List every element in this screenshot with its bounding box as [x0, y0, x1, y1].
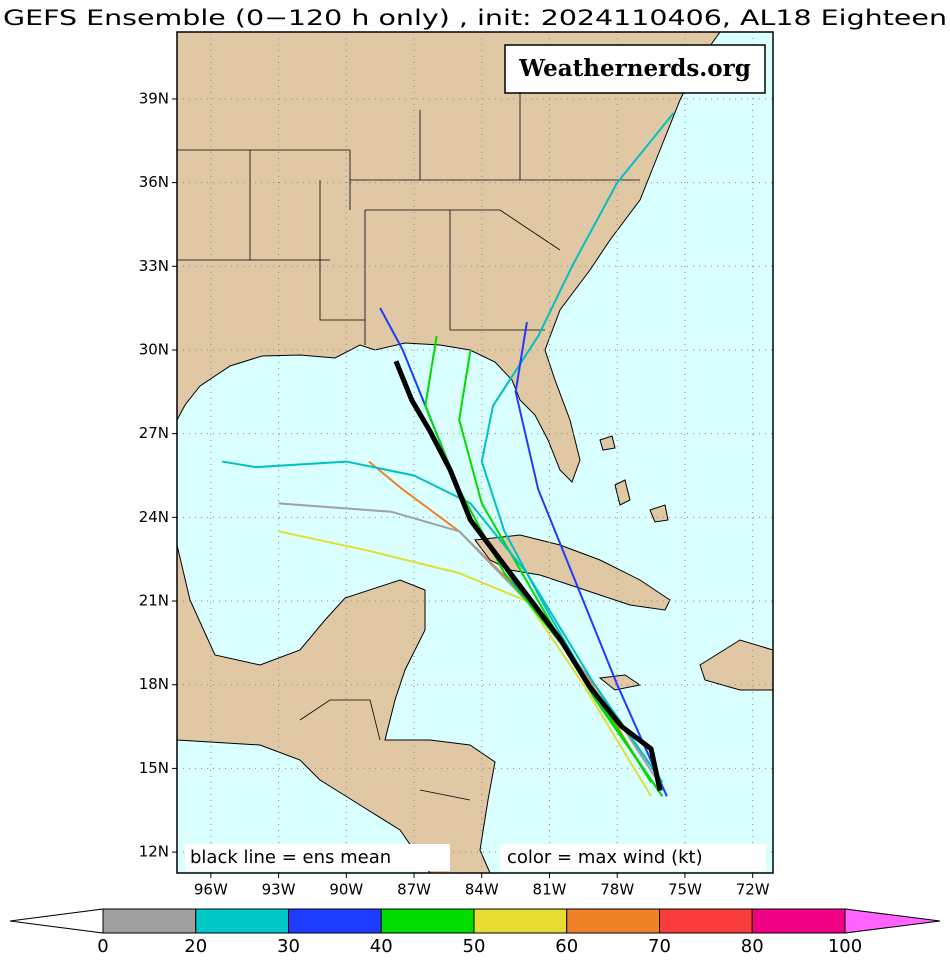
watermark: Weathernerds.org [518, 55, 751, 82]
colorbar-label: 20 [184, 936, 207, 957]
colorbar-label: 40 [370, 936, 393, 957]
x-tick-label: 84W [465, 881, 499, 899]
colorbar-segment [195, 908, 289, 934]
colorbar: 0 20 30 40 50 60 70 80 100 [9, 908, 941, 957]
y-tick-label: 36N [139, 173, 169, 191]
colorbar-segment [566, 908, 660, 934]
colorbar-segment [751, 908, 846, 934]
mean-track [393, 360, 663, 792]
member-track [514, 321, 668, 797]
map-frame [176, 31, 774, 874]
x-tick-label: 87W [397, 881, 431, 899]
x-tick-label: 72W [736, 881, 770, 899]
colorbar-segment [102, 908, 197, 934]
colorbar-segment [288, 908, 382, 934]
member-track [221, 460, 664, 783]
x-tick-label: 81W [533, 881, 567, 899]
bahamas [599, 435, 669, 523]
colorbar-segment [659, 908, 753, 934]
colorbar-over [844, 908, 941, 934]
x-tick-label: 78W [600, 881, 634, 899]
y-tick-label: 33N [139, 257, 169, 275]
y-tick-label: 18N [139, 675, 169, 693]
legend-note: black line = ens mean [190, 847, 391, 868]
north-america [177, 32, 721, 483]
y-tick-label: 12N [139, 843, 169, 861]
y-tick-label: 15N [139, 759, 169, 777]
x-tick-label: 75W [668, 881, 702, 899]
y-tick-label: 39N [139, 89, 169, 107]
title: GEFS Ensemble (0−120 h only) , init: 202… [3, 6, 947, 30]
hispaniola [699, 639, 773, 691]
grid-layer: 96W 93W 90W 87W 84W 81W 78W 75W 72W 12N 15N 18N 21N 2… [139, 32, 773, 899]
x-tick-label: 93W [262, 881, 296, 899]
track-layer [221, 112, 675, 797]
watermark-box [504, 44, 766, 94]
colorbar-segment [473, 908, 568, 934]
mexico-central-america [177, 544, 496, 873]
y-tick-label: 21N [139, 592, 169, 610]
legend-note: color = max wind (kt) [507, 847, 703, 868]
colorbar-label: 100 [828, 936, 862, 957]
colorbar-label: 60 [555, 936, 578, 957]
legend-box [500, 844, 766, 871]
land-layer [177, 32, 773, 873]
state-borders [177, 80, 640, 801]
x-tick-label: 90W [329, 881, 363, 899]
colorbar-label: 70 [648, 936, 671, 957]
x-tick-label: 96W [194, 881, 228, 899]
colorbar-label: 50 [463, 936, 486, 957]
colorbar-segment [380, 908, 475, 934]
colorbar-label: 30 [277, 936, 300, 957]
y-tick-label: 27N [139, 424, 169, 442]
y-tick-label: 30N [139, 340, 169, 358]
legend-box [185, 844, 450, 871]
colorbar-label: 0 [97, 936, 108, 957]
colorbar-label: 80 [741, 936, 764, 957]
member-track [278, 530, 652, 797]
colorbar-under [9, 908, 104, 934]
y-tick-label: 24N [139, 508, 169, 526]
